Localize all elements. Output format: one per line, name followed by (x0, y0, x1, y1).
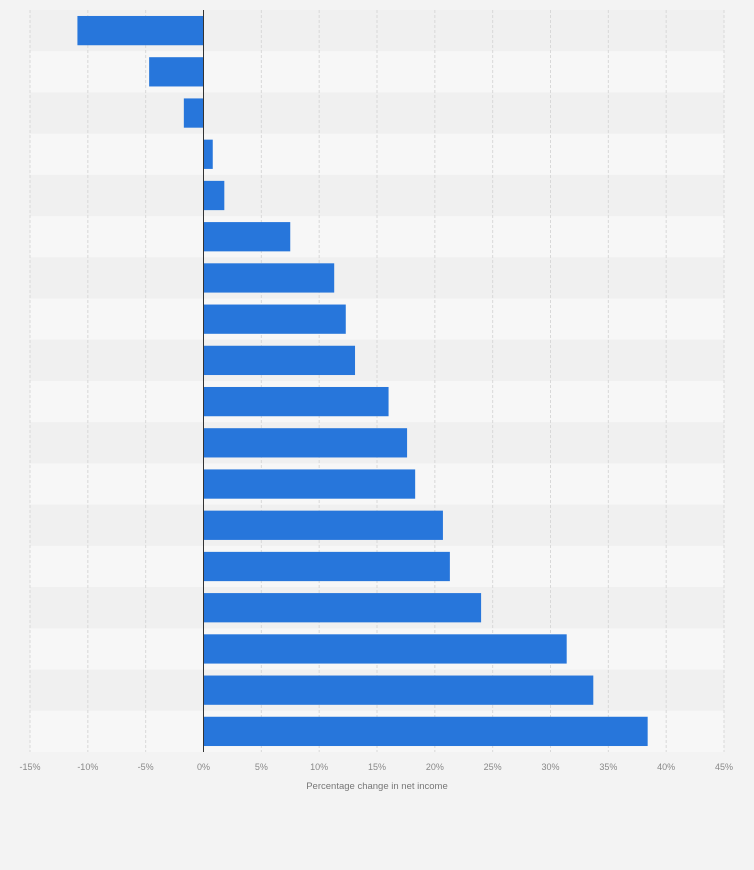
bar (203, 675, 594, 705)
bar (203, 263, 335, 293)
row-band (30, 133, 724, 175)
bar (203, 510, 443, 540)
row-band (30, 298, 724, 340)
bar (203, 634, 567, 664)
bar (203, 428, 408, 458)
x-tick-label: 40% (657, 762, 675, 772)
bar (203, 551, 450, 582)
x-tick-label: -10% (77, 762, 98, 772)
x-axis-tick-labels: -15% -10% -5% 0% 5% 10% 15% 20% 25% 30% 35% 40% 45% (19, 762, 733, 772)
bar (203, 386, 389, 417)
x-tick-label: 25% (484, 762, 502, 772)
bar (203, 139, 213, 169)
x-tick-label: 15% (368, 762, 386, 772)
x-tick-label: 20% (426, 762, 444, 772)
x-tick-label: 35% (599, 762, 617, 772)
bar-series (77, 15, 648, 747)
bar (203, 304, 346, 334)
x-tick-label: 30% (541, 762, 559, 772)
x-tick-label: 10% (310, 762, 328, 772)
bar (203, 716, 648, 747)
bar (77, 15, 204, 46)
bar (203, 345, 356, 376)
x-axis-title: Percentage change in net income (306, 781, 448, 792)
bar (203, 593, 482, 623)
x-tick-label: -5% (138, 762, 154, 772)
bar (203, 180, 225, 211)
bar (203, 222, 291, 252)
gridlines (29, 10, 725, 752)
x-tick-label: 0% (197, 762, 210, 772)
bar (203, 469, 416, 499)
bar (149, 57, 204, 87)
x-tick-label: 5% (255, 762, 268, 772)
x-tick-label: -15% (19, 762, 40, 772)
x-tick-label: 45% (715, 762, 733, 772)
bar (183, 98, 204, 128)
